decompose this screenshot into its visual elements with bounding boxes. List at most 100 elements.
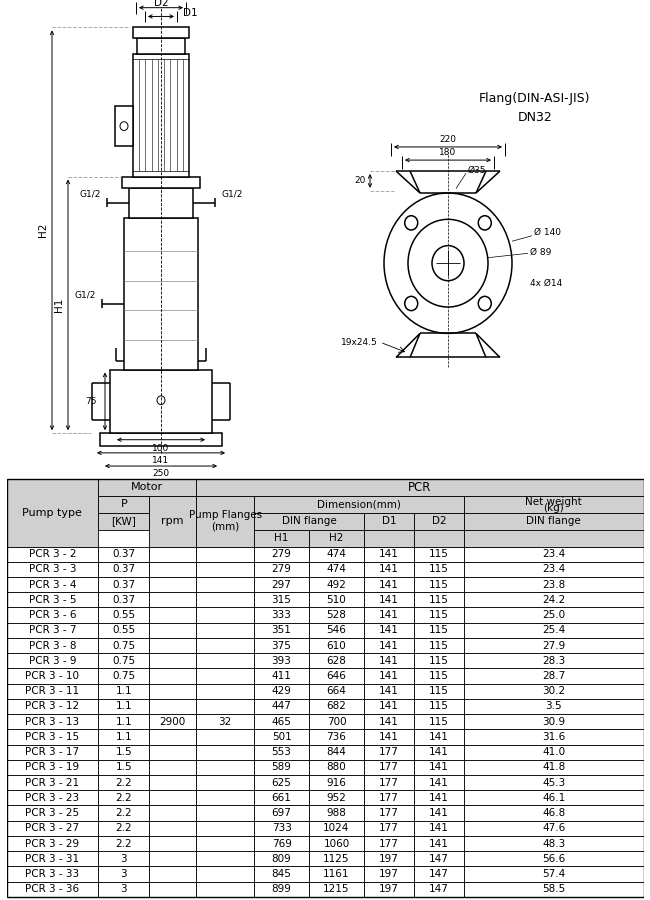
Text: 141: 141	[429, 793, 448, 803]
Bar	[98, 714, 150, 729]
Text: 2.2: 2.2	[116, 793, 132, 803]
Text: 3: 3	[120, 884, 127, 895]
Bar	[364, 806, 414, 821]
Bar	[196, 546, 254, 562]
Bar	[196, 669, 254, 684]
Text: 141: 141	[379, 671, 399, 681]
Text: 23.4: 23.4	[542, 549, 566, 559]
Text: 279: 279	[272, 564, 291, 574]
Text: 1.1: 1.1	[116, 732, 132, 742]
Bar	[364, 623, 414, 638]
Bar	[464, 496, 644, 513]
Bar	[254, 592, 309, 608]
Bar	[254, 806, 309, 821]
Text: 664: 664	[326, 686, 346, 697]
Bar	[115, 106, 133, 146]
Text: 23.4: 23.4	[542, 564, 566, 574]
Bar	[150, 806, 196, 821]
Bar	[98, 496, 150, 513]
Bar	[364, 760, 414, 775]
Bar	[133, 27, 189, 39]
Text: 0.37: 0.37	[112, 549, 135, 559]
Text: PCR 3 - 4: PCR 3 - 4	[29, 580, 76, 590]
Text: 3: 3	[120, 869, 127, 879]
Text: 20: 20	[354, 176, 366, 185]
Bar	[196, 760, 254, 775]
Bar	[150, 669, 196, 684]
Bar	[6, 836, 98, 851]
Bar	[414, 577, 464, 592]
Bar	[98, 608, 150, 623]
Bar	[196, 729, 254, 744]
Bar	[464, 698, 644, 714]
Text: 589: 589	[272, 762, 291, 772]
Bar	[309, 821, 364, 836]
Text: 0.55: 0.55	[112, 626, 135, 635]
Text: 474: 474	[326, 549, 346, 559]
Bar	[98, 836, 150, 851]
Bar	[464, 821, 644, 836]
Text: 47.6: 47.6	[542, 824, 566, 833]
Bar	[196, 638, 254, 653]
Bar	[6, 821, 98, 836]
Text: PCR 3 - 7: PCR 3 - 7	[29, 626, 76, 635]
Bar	[464, 546, 644, 562]
Text: 46.1: 46.1	[542, 793, 566, 803]
Bar	[254, 836, 309, 851]
Text: 315: 315	[272, 595, 291, 605]
Text: 57.4: 57.4	[542, 869, 566, 879]
Text: 48.3: 48.3	[542, 839, 566, 849]
Text: Dimension(mm): Dimension(mm)	[317, 500, 401, 509]
Bar	[150, 851, 196, 867]
Text: 141: 141	[379, 641, 399, 651]
Bar	[464, 513, 644, 529]
Bar	[133, 54, 189, 176]
Text: 147: 147	[429, 869, 448, 879]
Bar	[414, 513, 464, 529]
Text: 46.8: 46.8	[542, 808, 566, 818]
Text: 180: 180	[439, 148, 456, 157]
Text: 30.9: 30.9	[542, 716, 566, 726]
Bar	[464, 577, 644, 592]
Text: 0.37: 0.37	[112, 564, 135, 574]
Text: D2: D2	[153, 0, 168, 8]
Text: 141: 141	[379, 686, 399, 697]
Text: 31.6: 31.6	[542, 732, 566, 742]
Bar	[254, 867, 309, 882]
Bar	[196, 496, 254, 546]
Bar	[364, 669, 414, 684]
Bar	[414, 698, 464, 714]
Text: PCR 3 - 23: PCR 3 - 23	[25, 793, 79, 803]
Text: 115: 115	[429, 641, 448, 651]
Text: PCR 3 - 31: PCR 3 - 31	[25, 854, 79, 864]
Bar	[129, 187, 193, 218]
Text: 197: 197	[379, 884, 399, 895]
Text: 474: 474	[326, 564, 346, 574]
Text: Pump Flanges
(mm): Pump Flanges (mm)	[188, 510, 262, 532]
Text: 141: 141	[379, 610, 399, 620]
Bar	[309, 867, 364, 882]
Bar	[6, 608, 98, 623]
Text: 736: 736	[326, 732, 346, 742]
Bar	[254, 496, 464, 513]
Bar	[464, 836, 644, 851]
Text: 646: 646	[326, 671, 346, 681]
Text: 351: 351	[272, 626, 291, 635]
Bar	[414, 529, 464, 546]
Text: 682: 682	[326, 701, 346, 712]
Bar	[254, 608, 309, 623]
Bar	[254, 698, 309, 714]
Bar	[196, 684, 254, 698]
Text: 115: 115	[429, 626, 448, 635]
Bar	[414, 653, 464, 669]
Bar	[309, 744, 364, 760]
Bar	[464, 562, 644, 577]
Text: 625: 625	[272, 778, 291, 788]
Bar	[196, 821, 254, 836]
Bar	[98, 867, 150, 882]
Text: 141: 141	[429, 824, 448, 833]
Text: 177: 177	[379, 747, 399, 757]
Bar	[196, 851, 254, 867]
Text: 141: 141	[379, 656, 399, 666]
Bar	[254, 529, 309, 546]
